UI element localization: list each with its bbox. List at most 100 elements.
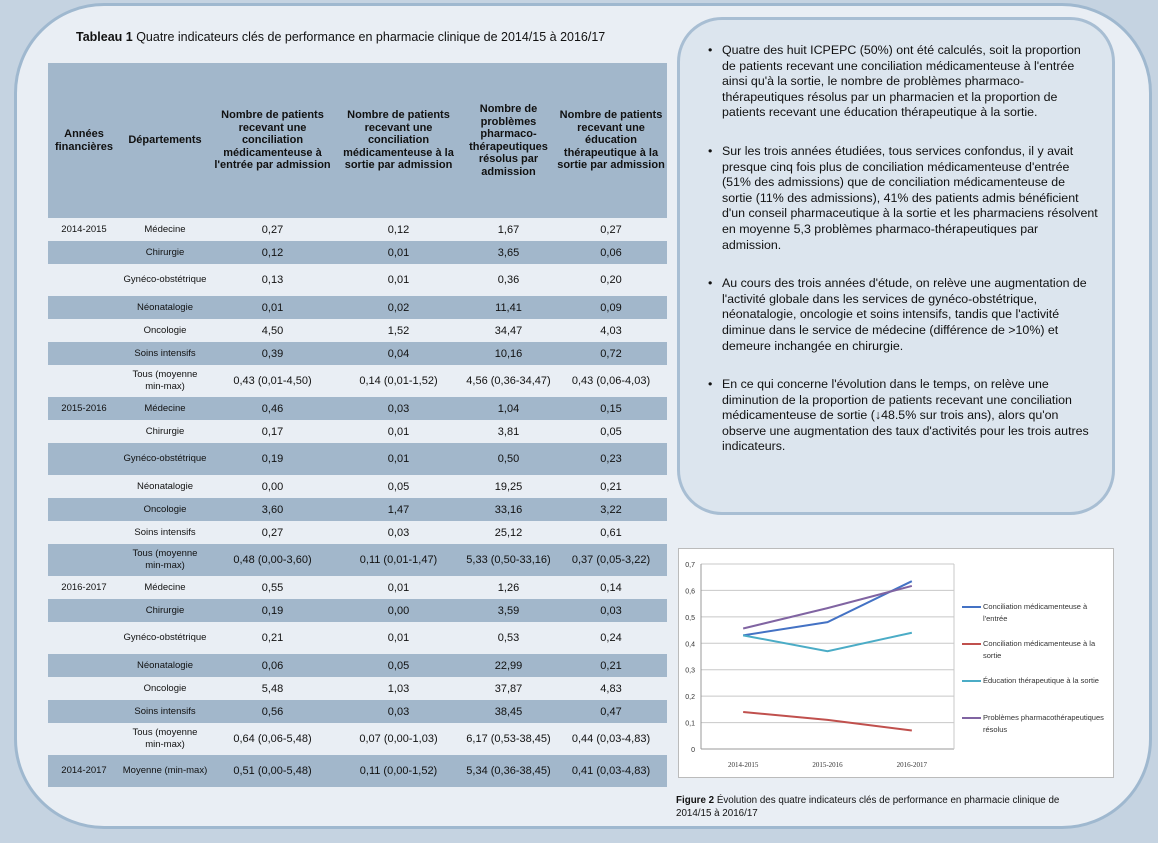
kpi-table: Années financières Départements Nombre de … xyxy=(48,63,667,787)
x-tick-label: 2015-2016 xyxy=(812,761,843,769)
y-tick-label: 0,1 xyxy=(685,721,695,728)
value-cell: 0,37 (0,05-3,22) xyxy=(555,544,667,576)
value-cell: 0,15 xyxy=(555,397,667,420)
value-cell: 0,64 (0,06-5,48) xyxy=(210,723,335,755)
legend-label: Conciliation médicamenteuse à l'entrée xyxy=(983,602,1087,623)
value-cell: 0,01 xyxy=(210,296,335,319)
department-cell: Gynéco-obstétrique xyxy=(120,622,210,654)
value-cell: 0,56 xyxy=(210,700,335,723)
table-row: Soins intensifs 0,56 0,03 38,45 0,47 xyxy=(48,700,667,723)
table-row: Néonatalogie 0,01 0,02 11,41 0,09 xyxy=(48,296,667,319)
year-cell xyxy=(48,544,120,576)
series-line xyxy=(742,631,913,653)
value-cell: 0,51 (0,00-5,48) xyxy=(210,755,335,787)
value-cell: 4,83 xyxy=(555,677,667,700)
value-cell: 0,00 xyxy=(210,475,335,498)
value-cell: 0,21 xyxy=(210,622,335,654)
figure-label: Figure 2 xyxy=(676,795,715,806)
value-cell: 0,44 (0,03-4,83) xyxy=(555,723,667,755)
legend-text: Conciliation médicamenteuse à la sortie xyxy=(983,639,1096,660)
value-cell: 0,21 xyxy=(555,475,667,498)
department-cell: Néonatalogie xyxy=(120,296,210,319)
legend-label: Problèmes pharmacothérapeutiques résolus xyxy=(983,713,1104,734)
value-cell: 5,34 (0,36-38,45) xyxy=(462,755,555,787)
value-cell: 0,03 xyxy=(335,700,462,723)
y-tick-label: 0,3 xyxy=(685,668,695,675)
year-cell xyxy=(48,622,120,654)
finding-item: En ce qui concerne l'évolution dans le t… xyxy=(708,377,1098,455)
table-row: 2014-2017 Moyenne (min-max) 0,51 (0,00-5,4… xyxy=(48,755,667,787)
value-cell: 4,03 xyxy=(555,319,667,342)
value-cell: 1,04 xyxy=(462,397,555,420)
year-cell xyxy=(48,498,120,521)
department-cell: Oncologie xyxy=(120,677,210,700)
value-cell: 0,05 xyxy=(335,654,462,677)
x-tick-label: 2014-2015 xyxy=(728,761,759,769)
column-header: Années financières xyxy=(48,63,120,218)
value-cell: 0,53 xyxy=(462,622,555,654)
finding-item: Sur les trois années étudiées, tous serv… xyxy=(708,144,1098,253)
value-cell: 1,52 xyxy=(335,319,462,342)
year-cell xyxy=(48,700,120,723)
department-cell: Gynéco-obstétrique xyxy=(120,264,210,296)
table-row: Chirurgie 0,12 0,01 3,65 0,06 xyxy=(48,241,667,264)
column-header: Nombre de problèmes pharmaco-thérapeutiq… xyxy=(462,63,555,218)
column-header: Nombre de patients recevant une concilia… xyxy=(210,63,335,218)
value-cell: 10,16 xyxy=(462,342,555,365)
value-cell: 0,06 xyxy=(210,654,335,677)
value-cell: 33,16 xyxy=(462,498,555,521)
department-cell: Moyenne (min-max) xyxy=(120,755,210,787)
value-cell: 0,06 xyxy=(555,241,667,264)
value-cell: 3,22 xyxy=(555,498,667,521)
value-cell: 1,26 xyxy=(462,576,555,599)
value-cell: 0,27 xyxy=(210,521,335,544)
value-cell: 0,12 xyxy=(335,218,462,241)
value-cell: 0,14 (0,01-1,52) xyxy=(335,365,462,397)
value-cell: 0,01 xyxy=(335,576,462,599)
value-cell: 0,01 xyxy=(335,241,462,264)
year-cell: 2014-2017 xyxy=(48,755,120,787)
y-tick-label: 0,6 xyxy=(685,588,695,595)
legend-text: Problèmes pharmacothérapeutiques résolus xyxy=(983,713,1104,734)
department-cell: Médecine xyxy=(120,218,210,241)
findings-box: Quatre des huit ICPEPC (50%) ont été cal… xyxy=(677,17,1115,515)
finding-item: Quatre des huit ICPEPC (50%) ont été cal… xyxy=(708,43,1098,121)
department-cell: Gynéco-obstétrique xyxy=(120,443,210,475)
department-cell: Soins intensifs xyxy=(120,521,210,544)
value-cell: 0,48 (0,00-3,60) xyxy=(210,544,335,576)
value-cell: 0,23 xyxy=(555,443,667,475)
table-row: Tous (moyenne min-max) 0,48 (0,00-3,60) 0,… xyxy=(48,544,667,576)
table-row: Soins intensifs 0,27 0,03 25,12 0,61 xyxy=(48,521,667,544)
value-cell: 0,46 xyxy=(210,397,335,420)
value-cell: 0,24 xyxy=(555,622,667,654)
department-cell: Tous (moyenne min-max) xyxy=(120,544,210,576)
y-tick-label: 0 xyxy=(691,747,695,754)
value-cell: 0,07 (0,00-1,03) xyxy=(335,723,462,755)
department-cell: Soins intensifs xyxy=(120,700,210,723)
value-cell: 37,87 xyxy=(462,677,555,700)
y-tick-label: 0,7 xyxy=(685,562,695,569)
value-cell: 0,19 xyxy=(210,599,335,622)
value-cell: 0,04 xyxy=(335,342,462,365)
value-cell: 1,03 xyxy=(335,677,462,700)
value-cell: 0,72 xyxy=(555,342,667,365)
value-cell: 0,43 (0,06-4,03) xyxy=(555,365,667,397)
value-cell: 0,50 xyxy=(462,443,555,475)
value-cell: 0,11 (0,00-1,52) xyxy=(335,755,462,787)
column-header: Nombre de patients recevant une éducatio… xyxy=(555,63,667,218)
x-tick-label: 2016-2017 xyxy=(897,761,928,769)
value-cell: 5,48 xyxy=(210,677,335,700)
value-cell: 1,47 xyxy=(335,498,462,521)
table-row: Oncologie 3,60 1,47 33,16 3,22 xyxy=(48,498,667,521)
table-title-text: Quatre indicateurs clés de performance e… xyxy=(132,30,606,44)
value-cell: 0,01 xyxy=(335,443,462,475)
value-cell: 0,17 xyxy=(210,420,335,443)
table-row: Néonatalogie 0,00 0,05 19,25 0,21 xyxy=(48,475,667,498)
value-cell: 0,05 xyxy=(335,475,462,498)
line-chart: 0 0,1 0,2 0,3 0,4 0,5 0,6 0,7 2014-2015 2015-2016… xyxy=(678,548,1114,778)
value-cell: 0,61 xyxy=(555,521,667,544)
value-cell: 1,67 xyxy=(462,218,555,241)
value-cell: 0,39 xyxy=(210,342,335,365)
value-cell: 0,12 xyxy=(210,241,335,264)
value-cell: 0,05 xyxy=(555,420,667,443)
